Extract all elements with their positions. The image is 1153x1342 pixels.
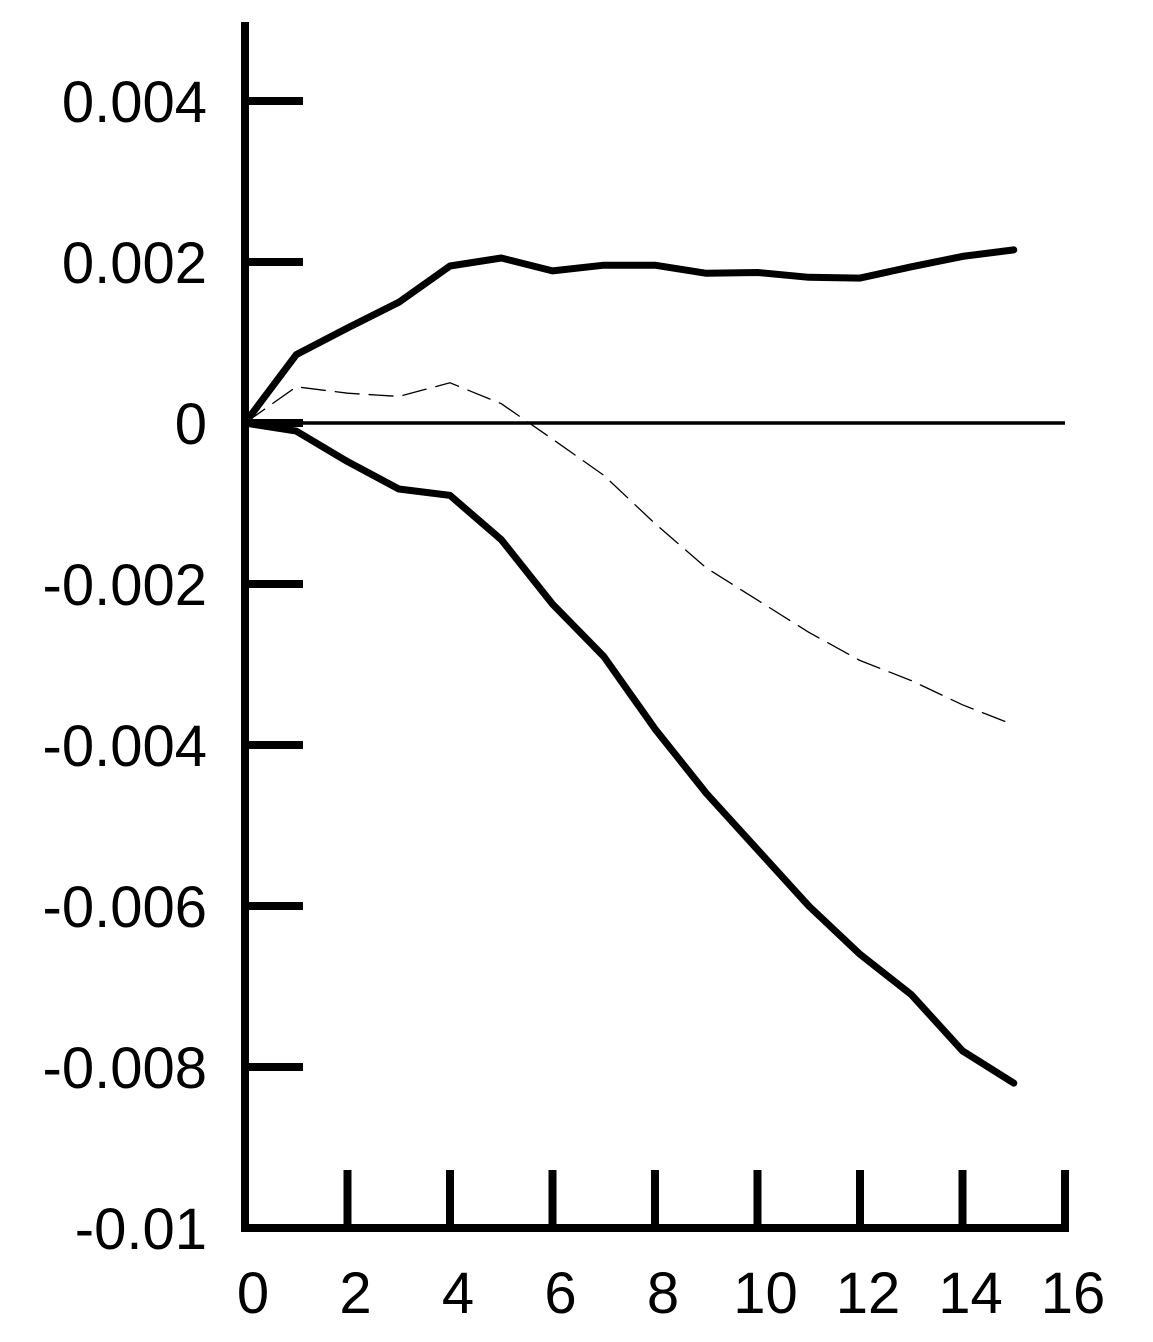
y-tick-label: -0.002 [43, 553, 207, 618]
y-tick-label: -0.01 [75, 1197, 207, 1262]
x-tick-label: 16 [1041, 1261, 1106, 1326]
series-layer [241, 246, 1018, 1087]
y-tick-label: 0 [175, 392, 207, 457]
x-tick-label: 4 [442, 1261, 474, 1326]
axes [241, 22, 1069, 1232]
x-tick-label: 14 [938, 1261, 1003, 1326]
x-tick-label: 8 [647, 1261, 679, 1326]
series-line-point-estimate [244, 382, 1015, 726]
tick-labels: 0.004 0.002 0 -0.002 -0.004 -0.006 -0.008 -0.01… [43, 70, 1106, 1326]
series-line-lower-bound [241, 419, 1018, 1087]
x-tick-label: 0 [237, 1261, 269, 1326]
x-tick-label: 12 [836, 1261, 901, 1326]
y-tick-label: 0.002 [62, 231, 207, 296]
x-tick-label: 2 [339, 1261, 371, 1326]
y-tick-label: -0.006 [43, 875, 207, 940]
y-tick-label: 0.004 [62, 70, 207, 135]
series-line-upper-bound [241, 246, 1018, 427]
y-tick-label: -0.008 [43, 1036, 207, 1101]
y-tick-label: -0.004 [43, 714, 207, 779]
x-tick-label: 6 [544, 1261, 576, 1326]
x-tick-label: 10 [733, 1261, 798, 1326]
